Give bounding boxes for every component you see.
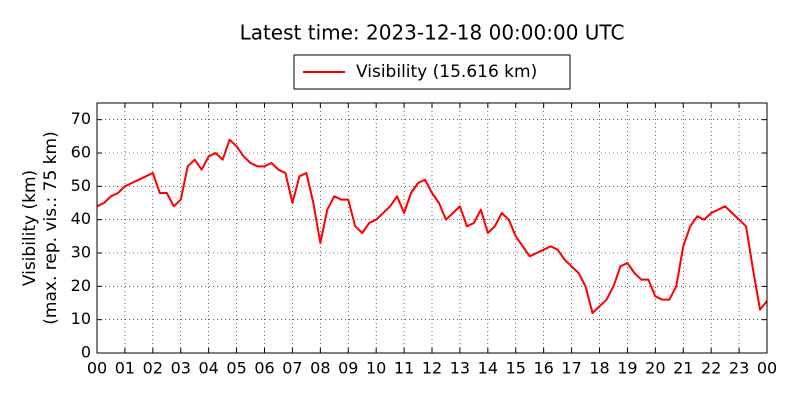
x-tick-label: 20 — [645, 359, 665, 378]
x-tick-label: 23 — [729, 359, 749, 378]
x-tick-label: 17 — [561, 359, 581, 378]
legend-label: Visibility (15.616 km) — [356, 62, 537, 82]
x-tick-label: 00 — [757, 359, 777, 378]
y-tick-label: 60 — [71, 143, 91, 162]
x-tick-label: 08 — [310, 359, 330, 378]
x-tick-label: 04 — [198, 359, 218, 378]
x-tick-label: 21 — [673, 359, 693, 378]
x-tick-label: 11 — [394, 359, 414, 378]
y-tick-label: 20 — [71, 276, 91, 295]
x-tick-label: 05 — [226, 359, 246, 378]
plot-frame — [96, 102, 768, 354]
x-tick-label: 12 — [422, 359, 442, 378]
chart-title: Latest time: 2023-12-18 00:00:00 UTC — [240, 21, 625, 45]
x-tick-label: 16 — [533, 359, 553, 378]
x-tick-label: 19 — [617, 359, 637, 378]
y-tick-label: 50 — [71, 176, 91, 195]
y-tick-label: 30 — [71, 243, 91, 262]
x-tick-label: 03 — [171, 359, 191, 378]
x-tick-label: 09 — [338, 359, 358, 378]
data-line — [96, 138, 768, 314]
y-tick-label: 40 — [71, 209, 91, 228]
x-tick-label: 01 — [115, 359, 135, 378]
x-tick-label: 02 — [143, 359, 163, 378]
x-tick-label: 22 — [701, 359, 721, 378]
y-tick-label: 70 — [71, 109, 91, 128]
x-tick-label: 10 — [366, 359, 386, 378]
x-tick-label: 07 — [282, 359, 302, 378]
y-tick-label: 10 — [71, 309, 91, 328]
x-tick-label: 13 — [450, 359, 470, 378]
y-tick-label: 0 — [81, 343, 91, 362]
y-axis-label: (max. rep. vis.: 75 km) — [41, 131, 61, 324]
x-tick-label: 00 — [87, 359, 107, 378]
x-tick-label: 15 — [506, 359, 526, 378]
x-tick-label: 14 — [478, 359, 498, 378]
x-tick-label: 18 — [589, 359, 609, 378]
x-tick-label: 06 — [254, 359, 274, 378]
y-axis-label: Visibility (km) — [20, 170, 40, 286]
